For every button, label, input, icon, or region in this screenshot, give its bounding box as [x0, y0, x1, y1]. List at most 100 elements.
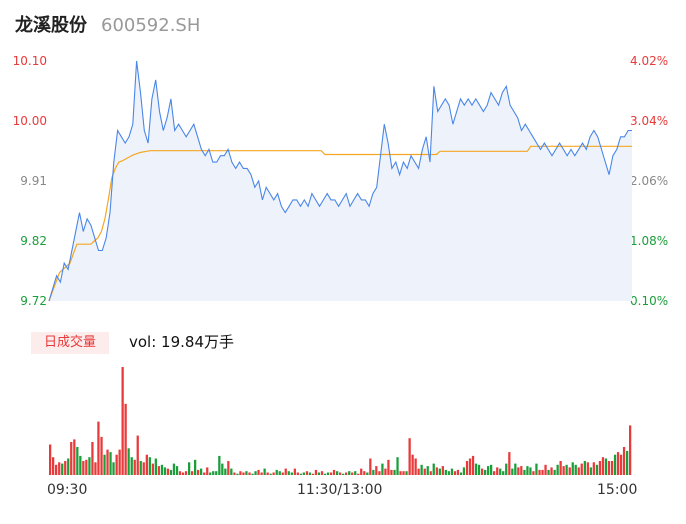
- volume-bar: [148, 457, 151, 475]
- volume-bar: [490, 464, 493, 475]
- volume-bar: [619, 454, 623, 475]
- volume-bar: [556, 464, 559, 475]
- volume-bar: [544, 464, 547, 475]
- volume-bar: [260, 472, 263, 475]
- volume-bar: [227, 461, 230, 475]
- volume-bar: [55, 464, 58, 475]
- volume-bar: [97, 421, 100, 475]
- volume-bar: [191, 471, 194, 475]
- volume-bar: [529, 467, 532, 475]
- price-tick-label: 9.72: [20, 294, 47, 308]
- volume-bar: [94, 462, 97, 475]
- volume-bar: [160, 464, 164, 475]
- volume-bar: [112, 462, 115, 475]
- stock-code: 600592.SH: [101, 15, 201, 36]
- x-tick-midday: 11:30/13:00: [297, 482, 383, 498]
- volume-bar: [52, 457, 55, 475]
- volume-bar: [106, 449, 109, 475]
- volume-bar: [245, 471, 248, 475]
- volume-bar: [357, 473, 360, 475]
- pct-tick-label: 4.02%: [630, 54, 669, 68]
- stock-header: 龙溪股份 600592.SH: [15, 11, 200, 41]
- volume-bar: [284, 468, 287, 475]
- volume-bar: [583, 461, 586, 475]
- volume-bar: [209, 472, 212, 475]
- volume-bar: [420, 464, 423, 475]
- volume-bar: [236, 473, 239, 475]
- volume-bar: [402, 471, 405, 475]
- volume-bar: [514, 463, 517, 475]
- volume-bar: [263, 468, 266, 475]
- volume-bar: [396, 457, 399, 475]
- volume-bar: [61, 463, 64, 475]
- volume-bar: [64, 461, 67, 475]
- volume-bar: [88, 457, 91, 475]
- volume-bar: [103, 454, 106, 475]
- price-tick-label: 10.10: [12, 54, 47, 68]
- price-tick-label: 9.82: [20, 234, 47, 248]
- volume-bar: [296, 472, 299, 475]
- volume-bar: [266, 472, 269, 475]
- volume-bar: [339, 472, 342, 475]
- volume-bar: [538, 469, 541, 475]
- volume-bar: [345, 472, 348, 475]
- volume-bar: [178, 471, 182, 475]
- volume-bar: [456, 469, 460, 475]
- volume-bar: [592, 462, 595, 475]
- volume-bar: [598, 461, 602, 475]
- volume-bar: [233, 472, 236, 475]
- volume-bar: [200, 468, 203, 475]
- volume-bar: [317, 472, 321, 475]
- volume-bar: [523, 469, 526, 475]
- volume-bar: [257, 469, 260, 475]
- volume-bar: [381, 463, 384, 475]
- volume-bar: [468, 458, 472, 475]
- volume-bar: [311, 473, 315, 475]
- price-tick-label: 10.00: [12, 114, 47, 128]
- volume-bar: [181, 472, 185, 475]
- volume-bar: [218, 455, 221, 475]
- volume-bar: [459, 472, 463, 475]
- volume-bar: [242, 472, 245, 475]
- volume-bar: [287, 471, 290, 475]
- volume-bar: [299, 473, 302, 475]
- volume-bar: [532, 471, 535, 475]
- volume-bar: [477, 464, 481, 475]
- volume-bar: [239, 471, 242, 475]
- volume-bar: [293, 468, 296, 475]
- volume-bar: [526, 466, 529, 475]
- volume-bar: [336, 471, 339, 475]
- volume-bar: [586, 462, 589, 475]
- volume-bar: [166, 468, 170, 475]
- volume-bar: [629, 425, 632, 475]
- volume-bar: [375, 466, 378, 475]
- volume-bar: [626, 450, 629, 475]
- volume-bar: [154, 458, 157, 475]
- volume-bar: [206, 467, 209, 475]
- volume-bar: [499, 468, 502, 475]
- volume-bar: [314, 469, 318, 475]
- volume-bar: [230, 468, 233, 475]
- volume-bar: [465, 461, 469, 475]
- volume-bar: [326, 472, 330, 475]
- volume-bar: [450, 468, 454, 475]
- volume-bar: [360, 468, 363, 475]
- volume-bar: [215, 471, 218, 475]
- volume-bar: [613, 454, 617, 475]
- volume-bar: [73, 439, 76, 475]
- volume-bar: [197, 469, 200, 475]
- volume-bar: [366, 472, 369, 475]
- volume-bar: [49, 444, 52, 475]
- volume-bar: [535, 463, 538, 475]
- volume-bar: [484, 469, 487, 475]
- volume-bar: [474, 463, 478, 475]
- volume-bar: [305, 471, 309, 475]
- volume-bar: [184, 471, 188, 475]
- volume-bar: [568, 467, 571, 475]
- pct-tick-label: 1.08%: [630, 234, 669, 248]
- volume-bar: [248, 472, 251, 475]
- volume-bar: [505, 463, 508, 475]
- volume-bar: [589, 467, 592, 475]
- volume-bar: [601, 457, 605, 475]
- volume-bar: [559, 461, 562, 475]
